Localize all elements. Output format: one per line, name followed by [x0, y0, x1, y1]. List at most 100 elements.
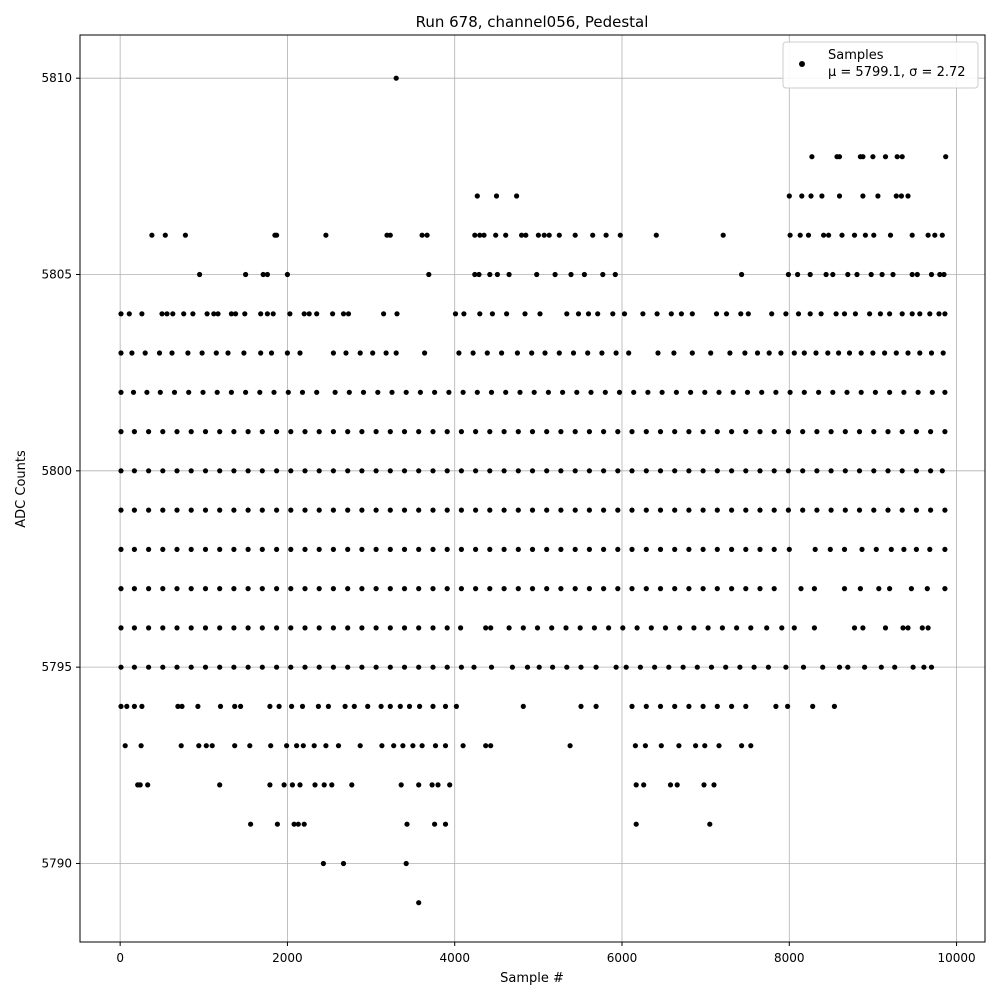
sample-point [131, 703, 137, 710]
sample-point [613, 664, 619, 670]
sample-point [529, 350, 535, 356]
sample-point [875, 193, 881, 199]
sample-point [316, 429, 322, 435]
sample-point [810, 703, 816, 710]
sample-point [937, 271, 943, 278]
sample-point [245, 546, 251, 553]
sample-point [346, 389, 352, 395]
sample-point [578, 664, 584, 670]
sample-point [122, 743, 128, 749]
sample-point [403, 860, 409, 867]
chart-title: Run 678, channel056, Pedestal [416, 13, 649, 31]
sample-point [894, 154, 900, 160]
sample-point [672, 546, 678, 553]
sample-point [839, 232, 845, 238]
sample-point [882, 625, 889, 631]
sample-point [729, 507, 735, 513]
sample-point [615, 468, 621, 474]
sample-point [146, 507, 152, 513]
sample-point [284, 271, 290, 278]
sample-point [453, 703, 459, 710]
sample-point [615, 586, 621, 592]
sample-point [909, 271, 915, 278]
sample-point [458, 468, 464, 474]
sample-point [504, 311, 510, 317]
sample-point [672, 429, 678, 435]
sample-point [542, 350, 548, 356]
sample-point [785, 507, 792, 513]
sample-point [575, 311, 582, 317]
sample-point [359, 664, 365, 670]
sample-point [558, 586, 564, 592]
sample-point [601, 507, 607, 513]
sample-point [942, 507, 948, 513]
sample-point [473, 586, 479, 592]
sample-point [615, 546, 621, 553]
sample-point [845, 271, 851, 278]
sample-point [586, 586, 593, 592]
sample-point [632, 743, 639, 749]
sample-point [186, 389, 192, 395]
sample-point [506, 625, 512, 631]
sample-point [316, 625, 322, 631]
sample-point [228, 389, 234, 395]
sample-point [836, 193, 843, 199]
sample-point [301, 821, 307, 827]
sample-point [357, 743, 363, 749]
x-tick-label: 4000 [439, 951, 470, 965]
sample-point [882, 154, 889, 160]
sample-point [925, 232, 931, 238]
sample-point [288, 586, 294, 592]
sample-point [643, 703, 649, 710]
sample-point [943, 154, 949, 160]
sample-point [274, 468, 280, 474]
sample-point [888, 546, 894, 553]
sample-point [294, 743, 300, 749]
sample-point [487, 429, 493, 435]
sample-point [245, 429, 251, 435]
sample-point [181, 311, 187, 317]
sample-point [858, 389, 864, 395]
sample-point [785, 468, 792, 474]
sample-point [845, 664, 851, 670]
sample-point [287, 311, 293, 317]
sample-point [893, 193, 899, 199]
sample-point [359, 586, 365, 592]
sample-point [398, 782, 404, 788]
sample-point [898, 193, 905, 199]
sample-point [126, 311, 132, 317]
sample-point [700, 429, 706, 435]
sample-point [657, 546, 664, 553]
sample-point [185, 350, 191, 356]
sample-point [131, 586, 137, 592]
sample-point [149, 232, 155, 238]
sample-point [739, 743, 745, 749]
sample-point [259, 507, 265, 513]
sample-point [145, 782, 151, 788]
sample-point [245, 664, 251, 670]
sample-point [202, 468, 209, 474]
sample-point [769, 311, 775, 317]
sample-point [830, 271, 836, 278]
sample-point [836, 154, 843, 160]
sample-point [452, 311, 459, 317]
sample-point [545, 389, 552, 395]
sample-point [316, 546, 322, 553]
sample-point [885, 507, 891, 513]
sample-point [857, 586, 864, 592]
sample-point [842, 507, 848, 513]
sample-point [359, 546, 365, 553]
sample-point [312, 782, 318, 788]
sample-point [274, 232, 280, 238]
sample-point [417, 703, 423, 710]
sample-point [819, 193, 825, 199]
sample-point [939, 468, 945, 474]
sample-point [771, 586, 777, 592]
sample-point [586, 507, 593, 513]
sample-point [905, 350, 911, 356]
sample-point [330, 429, 336, 435]
sample-point [456, 350, 462, 356]
sample-point [481, 232, 487, 238]
sample-point [271, 389, 277, 395]
sample-point [288, 507, 294, 513]
